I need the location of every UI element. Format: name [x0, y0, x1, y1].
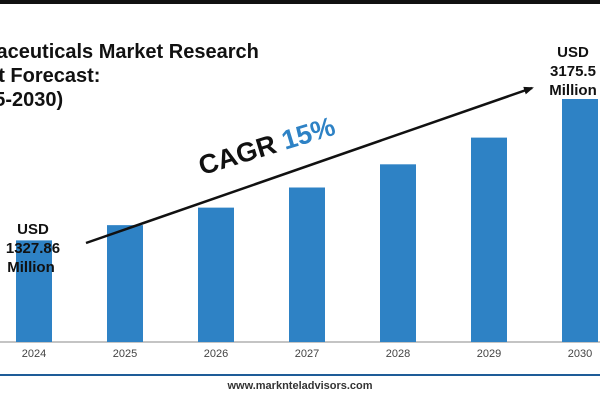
top-border: [0, 0, 600, 4]
x-tick-label-2025: 2025: [113, 348, 137, 360]
growth-arrow: [85, 86, 534, 245]
footer-website[interactable]: www.marknteladvisors.com: [227, 380, 373, 392]
bar-2029: [471, 137, 507, 342]
chart-title-line-2: port Forecast:: [0, 65, 101, 87]
x-tick-label-2028: 2028: [386, 348, 410, 360]
start-value-unit: Million: [7, 259, 55, 276]
bar-2028: [380, 164, 416, 342]
start-value-annotation: USD 1327.86 Million: [0, 220, 66, 277]
x-tick-label-2024: 2024: [22, 348, 46, 360]
bar-2027: [289, 187, 325, 342]
end-value-unit: Million: [549, 82, 597, 99]
x-tick-label-2029: 2029: [477, 348, 501, 360]
start-value-number: 1327.86: [5, 240, 61, 257]
x-tick-label-2030: 2030: [568, 348, 592, 360]
chart-title-line-3: 025-2030): [0, 89, 64, 111]
end-value-annotation: USD 3175.5 Million: [538, 43, 600, 100]
bar-2030: [562, 99, 598, 342]
bar-2024: [16, 240, 52, 342]
end-value-number: 3175.5: [550, 63, 596, 80]
end-value-currency: USD: [557, 44, 589, 61]
x-tick-label-2026: 2026: [204, 348, 228, 360]
bar-2025: [107, 225, 143, 342]
bar-2026: [198, 207, 234, 342]
x-tick-label-2027: 2027: [295, 348, 319, 360]
chart-title-line-1: traceuticals Market Research: [0, 41, 259, 63]
footer-divider: [0, 374, 600, 376]
start-value-currency: USD: [17, 221, 49, 238]
